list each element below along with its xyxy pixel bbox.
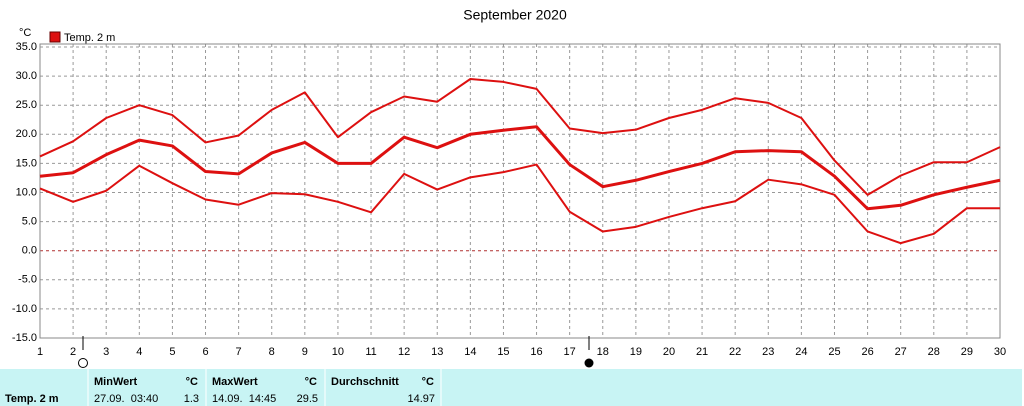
row-label: Temp. 2 m [5, 393, 59, 405]
value: 14.97 [407, 393, 435, 405]
y-axis-label: °C [19, 27, 31, 39]
x-tick-label: 21 [696, 346, 708, 358]
x-tick-label: 10 [332, 346, 344, 358]
legend-label: Temp. 2 m [64, 32, 115, 44]
moon-icon [78, 358, 88, 368]
x-tick-label: 30 [994, 346, 1006, 358]
value: 29.5 [297, 393, 318, 405]
line-series [39, 125, 1001, 211]
chart-title: September 2020 [463, 7, 567, 23]
x-tick-label: 29 [961, 346, 973, 358]
x-tick-label: 9 [302, 346, 308, 358]
x-tick-label: 6 [202, 346, 208, 358]
x-tick-label: 20 [663, 346, 675, 358]
x-tick-label: 28 [928, 346, 940, 358]
x-tick-label: 3 [103, 346, 109, 358]
x-tick-label: 7 [236, 346, 242, 358]
x-tick-label: 26 [861, 346, 873, 358]
x-tick-label: 17 [564, 346, 576, 358]
y-tick-label: 15.0 [16, 157, 37, 169]
y-tick-label: 25.0 [16, 99, 37, 111]
x-tick-label: 22 [729, 346, 741, 358]
value: 1.3 [184, 393, 199, 405]
line-series [39, 163, 1000, 245]
header: MinWert [94, 376, 138, 388]
legend-swatch [49, 31, 61, 43]
moon-icon [584, 358, 594, 368]
x-tick-label: 18 [597, 346, 609, 358]
y-tick-label: -10.0 [12, 303, 37, 315]
header: MaxWert [212, 376, 258, 388]
table-bg [0, 369, 1022, 406]
y-tick-label: 10.0 [16, 186, 37, 198]
x-tick-label: 15 [497, 346, 509, 358]
unit: °C [305, 376, 317, 388]
x-tick-label: 25 [828, 346, 840, 358]
y-tick-label: 5.0 [22, 216, 37, 228]
y-tick-label: 0.0 [22, 245, 37, 257]
x-tick-label: 11 [365, 346, 376, 358]
y-tick-label: 30.0 [16, 70, 37, 82]
y-tick-label: -15.0 [12, 332, 37, 344]
y-tick-label: 35.0 [16, 41, 37, 53]
x-tick-label: 16 [530, 346, 542, 358]
x-tick-label: 13 [431, 346, 443, 358]
x-tick-label: 1 [37, 346, 43, 358]
x-tick-label: 27 [895, 346, 907, 358]
x-tick-label: 8 [269, 346, 275, 358]
y-tick-label: -5.0 [18, 274, 37, 286]
unit: °C [422, 376, 434, 388]
unit: °C [186, 376, 198, 388]
line-series [39, 78, 1001, 196]
x-tick-label: 5 [169, 346, 175, 358]
stats-table: Temp. 2 m MinWert °C 27.09. 03:40 1.3 Ma… [0, 369, 1022, 406]
x-tick-label: 2 [70, 346, 76, 358]
x-tick-label: 19 [630, 346, 642, 358]
x-tick-label: 12 [398, 346, 410, 358]
x-tick-label: 14 [464, 346, 476, 358]
header: Durchschnitt [331, 376, 399, 388]
time: 14.09. 14:45 [212, 393, 276, 405]
time: 27.09. 03:40 [94, 393, 158, 405]
x-tick-label: 24 [795, 346, 807, 358]
y-tick-label: 20.0 [16, 128, 37, 140]
plot-frame [39, 43, 1001, 339]
x-tick-label: 23 [762, 346, 774, 358]
x-tick-label: 4 [136, 346, 142, 358]
